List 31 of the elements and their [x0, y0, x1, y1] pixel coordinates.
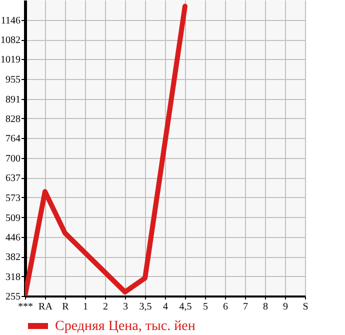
y-tick-label: 573 [6, 192, 20, 204]
x-tick-label: 4,5 [179, 302, 192, 312]
x-tick-label: R [62, 302, 70, 312]
x-tick-label: 3,5 [139, 302, 152, 312]
y-tick-label: 1082 [0, 35, 20, 46]
x-tick-label: 9 [283, 302, 288, 312]
x-tick-label: 4 [163, 302, 168, 312]
y-tick-label: 382 [6, 252, 20, 264]
y-tick-label: 255 [6, 292, 20, 302]
x-tick-label: 8 [263, 302, 268, 312]
x-tick-label: 7 [243, 302, 248, 312]
x-tick-label: 2 [103, 302, 108, 312]
y-tick-label: 955 [6, 74, 20, 86]
y-tick-label: 509 [6, 212, 20, 224]
x-tick-label: 5 [203, 302, 208, 312]
y-tick-label: 637 [6, 173, 20, 184]
x-tick-label: *** [18, 302, 33, 312]
y-tick-label: 1146 [0, 15, 20, 26]
y-tick-label: 446 [6, 232, 20, 244]
y-tick-label: 891 [6, 94, 20, 106]
x-tick-label: 1 [83, 302, 88, 312]
y-tick-label: 318 [6, 272, 20, 283]
x-tick-label: 6 [223, 302, 228, 312]
y-tick-label: 764 [6, 134, 20, 145]
x-tick-label: S [302, 302, 308, 312]
y-tick-label: 1019 [0, 54, 20, 66]
y-tick-label: 828 [6, 114, 20, 125]
y-tick-label: 700 [6, 154, 20, 165]
x-tick-label: 3 [123, 302, 128, 312]
legend-label: Средняя Цена, тыс. йен [55, 319, 196, 334]
x-tick-label: RA [38, 302, 54, 312]
